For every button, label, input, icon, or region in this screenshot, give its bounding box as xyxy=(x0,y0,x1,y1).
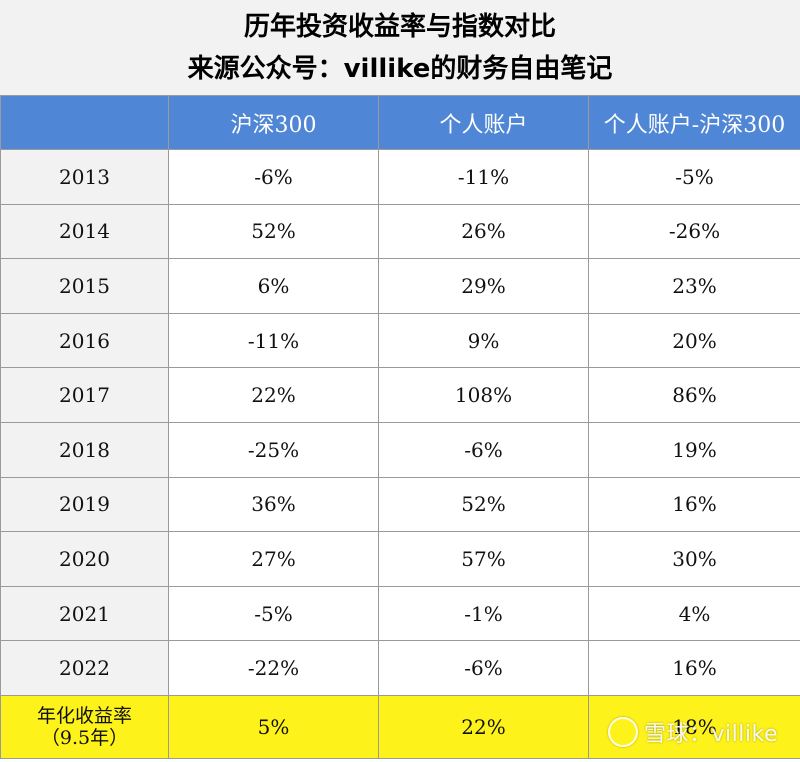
footer-label: 年化收益率 （9.5年） xyxy=(0,694,169,759)
diff-cell: 20% xyxy=(588,312,800,369)
year-cell: 2017 xyxy=(0,367,169,423)
diff-cell: 16% xyxy=(588,640,800,696)
chart-subtitle: 来源公众号：villike的财务自由笔记 xyxy=(187,54,613,84)
year-cell: 2018 xyxy=(0,421,169,478)
personal-cell: 9% xyxy=(378,312,589,369)
personal-cell: 57% xyxy=(378,531,589,587)
personal-cell: -1% xyxy=(378,585,589,642)
personal-cell: 29% xyxy=(378,258,589,314)
year-cell: 2015 xyxy=(0,258,169,314)
footer-personal: 22% xyxy=(378,694,589,759)
hs300-cell: -6% xyxy=(168,149,379,205)
table-row: 2017 22% 108% 86% xyxy=(0,367,800,423)
footer-hs300: 5% xyxy=(168,694,379,759)
year-cell: 2021 xyxy=(0,585,169,642)
table-row: 2018 -25% -6% 19% xyxy=(0,421,800,478)
diff-cell: -5% xyxy=(588,149,800,205)
personal-cell: -11% xyxy=(378,149,589,205)
personal-cell: 108% xyxy=(378,367,589,423)
diff-cell: 19% xyxy=(588,421,800,478)
title-block: 历年投资收益率与指数对比 来源公众号：villike的财务自由笔记 xyxy=(0,0,800,95)
watermark-text: 雪球：villike xyxy=(644,722,778,747)
diff-cell: 23% xyxy=(588,258,800,314)
diff-cell: -26% xyxy=(588,203,800,260)
table-row: 2020 27% 57% 30% xyxy=(0,531,800,587)
year-cell: 2020 xyxy=(0,531,169,587)
hs300-cell: 27% xyxy=(168,531,379,587)
snowball-logo-icon xyxy=(608,717,639,747)
returns-table: 沪深300 个人账户 个人账户-沪深300 2013 -6% -11% -5% 2014… xyxy=(0,95,800,759)
table-row: 2021 -5% -1% 4% xyxy=(0,585,800,642)
year-cell: 2022 xyxy=(0,640,169,696)
footer-diff: 18% xyxy=(588,694,800,759)
diff-cell: 4% xyxy=(588,585,800,642)
table-row: 2019 36% 52% 16% xyxy=(0,476,800,533)
header-diff: 个人账户-沪深300 xyxy=(588,95,800,150)
hs300-cell: -5% xyxy=(168,585,379,642)
footer-label-line1: 年化收益率 xyxy=(36,704,132,727)
year-cell: 2019 xyxy=(0,476,169,533)
year-cell: 2016 xyxy=(0,312,169,369)
footer-label-line2: （9.5年） xyxy=(40,726,129,749)
header-row: 沪深300 个人账户 个人账户-沪深300 xyxy=(0,95,800,150)
personal-cell: -6% xyxy=(378,421,589,478)
hs300-cell: 22% xyxy=(168,367,379,423)
hs300-cell: 6% xyxy=(168,258,379,314)
diff-cell: 86% xyxy=(588,367,800,423)
hs300-cell: -11% xyxy=(168,312,379,369)
diff-cell: 30% xyxy=(588,531,800,587)
table-row: 2014 52% 26% -26% xyxy=(0,203,800,260)
hs300-cell: -22% xyxy=(168,640,379,696)
personal-cell: -6% xyxy=(378,640,589,696)
year-cell: 2013 xyxy=(0,149,169,205)
header-corner xyxy=(0,95,169,150)
header-personal: 个人账户 xyxy=(378,95,589,150)
footer-row: 年化收益率 （9.5年） 5% 22% 18% xyxy=(0,694,800,759)
table-row: 2013 -6% -11% -5% xyxy=(0,149,800,205)
diff-cell: 16% xyxy=(588,476,800,533)
watermark: 雪球：villike xyxy=(608,716,778,748)
hs300-cell: 36% xyxy=(168,476,379,533)
hs300-cell: -25% xyxy=(168,421,379,478)
table-row: 2016 -11% 9% 20% xyxy=(0,312,800,369)
header-hs300: 沪深300 xyxy=(168,95,379,150)
hs300-cell: 52% xyxy=(168,203,379,260)
chart-title: 历年投资收益率与指数对比 xyxy=(243,12,556,42)
table-row: 2015 6% 29% 23% xyxy=(0,258,800,314)
year-cell: 2014 xyxy=(0,203,169,260)
personal-cell: 26% xyxy=(378,203,589,260)
personal-cell: 52% xyxy=(378,476,589,533)
table-body: 2013 -6% -11% -5% 2014 52% 26% -26% 2015 6% 29% 23%… xyxy=(0,149,800,696)
table-row: 2022 -22% -6% 16% xyxy=(0,640,800,696)
